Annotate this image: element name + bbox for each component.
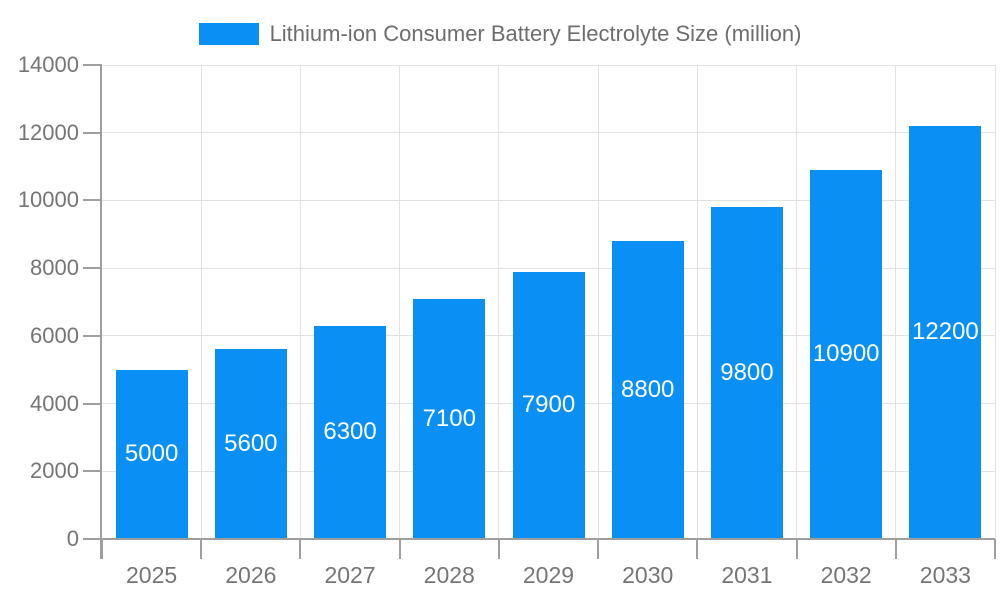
x-tick [497, 539, 500, 559]
bar-2031: 9800 [710, 207, 783, 539]
bar-value-label: 5600 [224, 430, 278, 458]
x-tick [696, 539, 699, 559]
gridline-x [994, 65, 996, 539]
gridline-x [696, 65, 698, 539]
x-tick-label: 2030 [622, 562, 674, 588]
gridline-x [299, 65, 301, 539]
x-tick-label: 2028 [423, 562, 475, 588]
y-tick-label: 4000 [30, 390, 79, 416]
x-tick-label: 2033 [919, 562, 971, 588]
gridline-x [597, 65, 599, 539]
legend-title: Lithium-ion Consumer Battery Electrolyte… [269, 21, 802, 46]
y-tick [83, 131, 102, 134]
gridline-x [399, 65, 401, 539]
legend: Lithium-ion Consumer Battery Electrolyte… [0, 20, 1000, 48]
y-tick [83, 470, 102, 473]
y-axis-line [100, 65, 102, 559]
x-tick [894, 539, 897, 559]
gridline-x [498, 65, 500, 539]
gridline-x [796, 65, 798, 539]
x-axis-line [102, 538, 995, 540]
x-tick-label: 2029 [522, 562, 575, 588]
x-tick-label: 2025 [126, 562, 178, 588]
x-tick-label: 2032 [820, 562, 872, 588]
gridline-x [200, 65, 202, 539]
x-tick-label: 2026 [225, 562, 277, 588]
bar-2027: 6300 [314, 325, 387, 539]
plot-area: 5000 5600 6300 7100 7900 8800 9800 10900 12200 [102, 64, 996, 539]
x-tick [994, 539, 996, 559]
bar-value-label: 9800 [720, 359, 774, 387]
x-tick [795, 539, 798, 559]
y-tick [83, 334, 102, 337]
y-tick [83, 199, 102, 202]
y-tick [83, 402, 102, 405]
bar-2033: 12200 [909, 125, 982, 539]
x-tick [398, 539, 401, 559]
y-tick-label: 12000 [17, 119, 79, 145]
x-tick-label: 2027 [324, 562, 376, 588]
x-tick [597, 539, 600, 559]
bar-2032: 10900 [810, 169, 883, 539]
y-tick-label: 6000 [30, 322, 79, 348]
bar-value-label: 7900 [521, 391, 576, 419]
gridline-y [102, 64, 995, 66]
y-tick-label: 2000 [30, 458, 79, 484]
bar-2025: 5000 [115, 369, 188, 539]
y-tick-label: 10000 [17, 187, 79, 213]
bar-value-label: 5000 [124, 440, 179, 468]
bar-value-label: 12200 [912, 318, 979, 346]
bar-2030: 8800 [611, 241, 684, 539]
bar-value-label: 8800 [621, 376, 675, 404]
y-tick [83, 64, 102, 66]
y-tick [83, 538, 102, 540]
bar-value-label: 7100 [422, 404, 476, 432]
gridline-y [102, 199, 995, 201]
y-tick-label: 14000 [17, 52, 79, 77]
bar-2026: 5600 [214, 349, 287, 539]
gridline-x [895, 65, 897, 539]
y-tick [83, 267, 102, 270]
bar-value-label: 6300 [323, 418, 377, 446]
legend-swatch [198, 23, 259, 45]
x-tick [200, 539, 203, 559]
x-tick [101, 539, 103, 559]
bar-2028: 7100 [413, 298, 486, 539]
x-tick [299, 539, 302, 559]
gridline-y [102, 267, 995, 269]
gridline-y [102, 132, 995, 134]
y-tick-label: 0 [66, 526, 79, 551]
bar-value-label: 10900 [812, 340, 880, 368]
y-tick-label: 8000 [30, 255, 79, 281]
x-tick-label: 2031 [721, 562, 773, 588]
bar-2029: 7900 [512, 271, 585, 539]
